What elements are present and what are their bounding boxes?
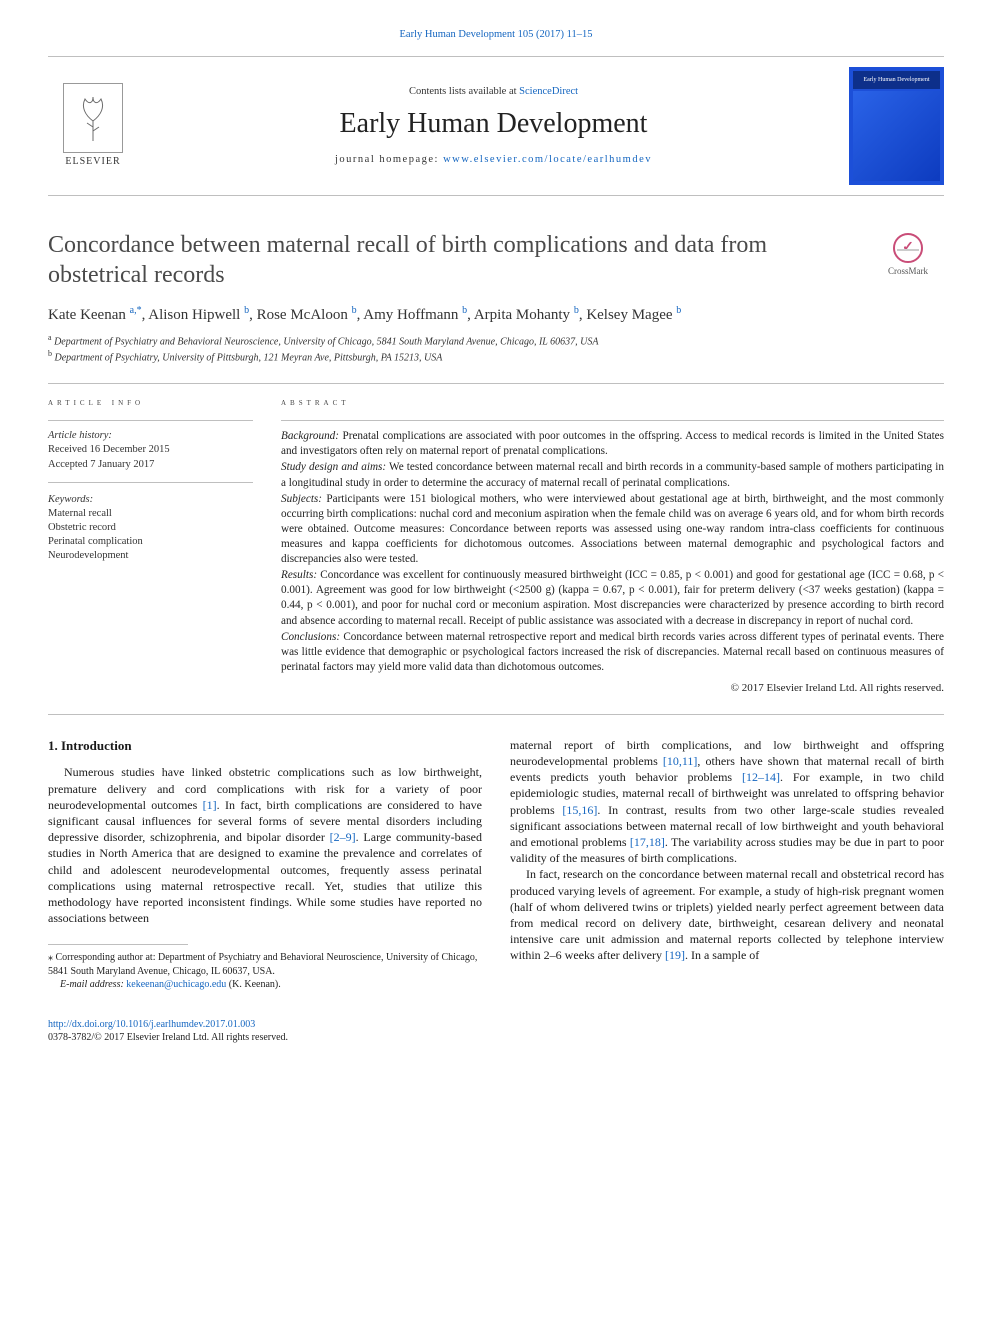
citation-link[interactable]: [15,16]: [562, 803, 597, 817]
cover-title: Early Human Development: [864, 76, 930, 84]
publisher-logo-block: ELSEVIER: [48, 83, 138, 169]
keywords-label: Keywords:: [48, 493, 253, 507]
publisher-name: ELSEVIER: [65, 155, 120, 169]
homepage-line: journal homepage: www.elsevier.com/locat…: [156, 153, 831, 167]
contents-line-pre: Contents lists available at: [409, 86, 519, 97]
crossmark-icon: ✓: [893, 233, 923, 263]
article-info-column: article info Article history: Received 1…: [48, 396, 253, 696]
page-footer: http://dx.doi.org/10.1016/j.earlhumdev.2…: [48, 1018, 944, 1045]
intro-para-left: Numerous studies have linked obstetric c…: [48, 764, 482, 926]
page: Early Human Development 105 (2017) 11–15…: [0, 0, 992, 1069]
contents-line: Contents lists available at ScienceDirec…: [156, 85, 831, 99]
keyword: Perinatal complication: [48, 535, 253, 549]
footnote-separator: [48, 944, 188, 945]
corresponding-text: ⁎ Corresponding author at: Department of…: [48, 951, 482, 978]
keyword: Neurodevelopment: [48, 549, 253, 563]
abstract-body: Background: Prenatal complications are a…: [281, 429, 944, 675]
citation-link[interactable]: [19]: [665, 948, 685, 962]
divider: [48, 383, 944, 384]
section-head-intro: 1. Introduction: [48, 737, 482, 755]
elsevier-tree-icon: [63, 83, 123, 153]
masthead: ELSEVIER Contents lists available at Sci…: [48, 56, 944, 196]
citation-link[interactable]: [12–14]: [742, 770, 780, 784]
email-label: E-mail address:: [60, 979, 124, 990]
affiliation-a: a Department of Psychiatry and Behaviora…: [48, 333, 944, 349]
email-who: (K. Keenan).: [229, 979, 281, 990]
abstract-column: abstract Background: Prenatal complicati…: [281, 396, 944, 696]
body-left-column: 1. Introduction Numerous studies have li…: [48, 737, 482, 992]
top-citation-link[interactable]: Early Human Development 105 (2017) 11–15: [48, 28, 944, 42]
corresponding-email[interactable]: kekeenan@uchicago.edu: [126, 979, 226, 990]
affiliations: a Department of Psychiatry and Behaviora…: [48, 333, 944, 365]
citation-link[interactable]: [17,18]: [630, 835, 665, 849]
article-info-head: article info: [48, 396, 253, 410]
homepage-pre: journal homepage:: [335, 154, 443, 165]
issn-copyright: 0378-3782/© 2017 Elsevier Ireland Ltd. A…: [48, 1032, 288, 1043]
history-label: Article history:: [48, 429, 253, 443]
divider: [48, 714, 944, 715]
abstract-copyright: © 2017 Elsevier Ireland Ltd. All rights …: [281, 681, 944, 696]
crossmark-label: CrossMark: [888, 265, 928, 277]
intro-para-right-2: In fact, research on the concordance bet…: [510, 866, 944, 963]
crossmark-badge[interactable]: ✓ CrossMark: [872, 230, 944, 280]
history-accepted: Accepted 7 January 2017: [48, 458, 253, 472]
body-right-column: maternal report of birth complications, …: [510, 737, 944, 992]
doi-link[interactable]: http://dx.doi.org/10.1016/j.earlhumdev.2…: [48, 1019, 255, 1030]
masthead-center: Contents lists available at ScienceDirec…: [156, 85, 831, 167]
homepage-link[interactable]: www.elsevier.com/locate/earlhumdev: [443, 154, 652, 165]
title-block: Concordance between maternal recall of b…: [48, 230, 944, 290]
top-citation-anchor[interactable]: Early Human Development 105 (2017) 11–15: [400, 29, 593, 40]
journal-name: Early Human Development: [156, 105, 831, 143]
citation-link[interactable]: [1]: [203, 798, 217, 812]
intro-para-right-1: maternal report of birth complications, …: [510, 737, 944, 867]
history-received: Received 16 December 2015: [48, 443, 253, 457]
body-columns: 1. Introduction Numerous studies have li…: [48, 737, 944, 992]
author-line: Kate Keenan a,*, Alison Hipwell b, Rose …: [48, 304, 944, 325]
sciencedirect-link[interactable]: ScienceDirect: [519, 86, 578, 97]
citation-link[interactable]: [10,11]: [663, 754, 698, 768]
journal-cover-thumb: Early Human Development: [849, 67, 944, 185]
citation-link[interactable]: [2–9]: [330, 830, 356, 844]
abstract-head: abstract: [281, 396, 944, 410]
corresponding-footnote: ⁎ Corresponding author at: Department of…: [48, 951, 482, 992]
keyword: Maternal recall: [48, 507, 253, 521]
keyword: Obstetric record: [48, 521, 253, 535]
info-abstract-row: article info Article history: Received 1…: [48, 396, 944, 696]
affiliation-b: b Department of Psychiatry, University o…: [48, 349, 944, 365]
article-title: Concordance between maternal recall of b…: [48, 230, 860, 290]
